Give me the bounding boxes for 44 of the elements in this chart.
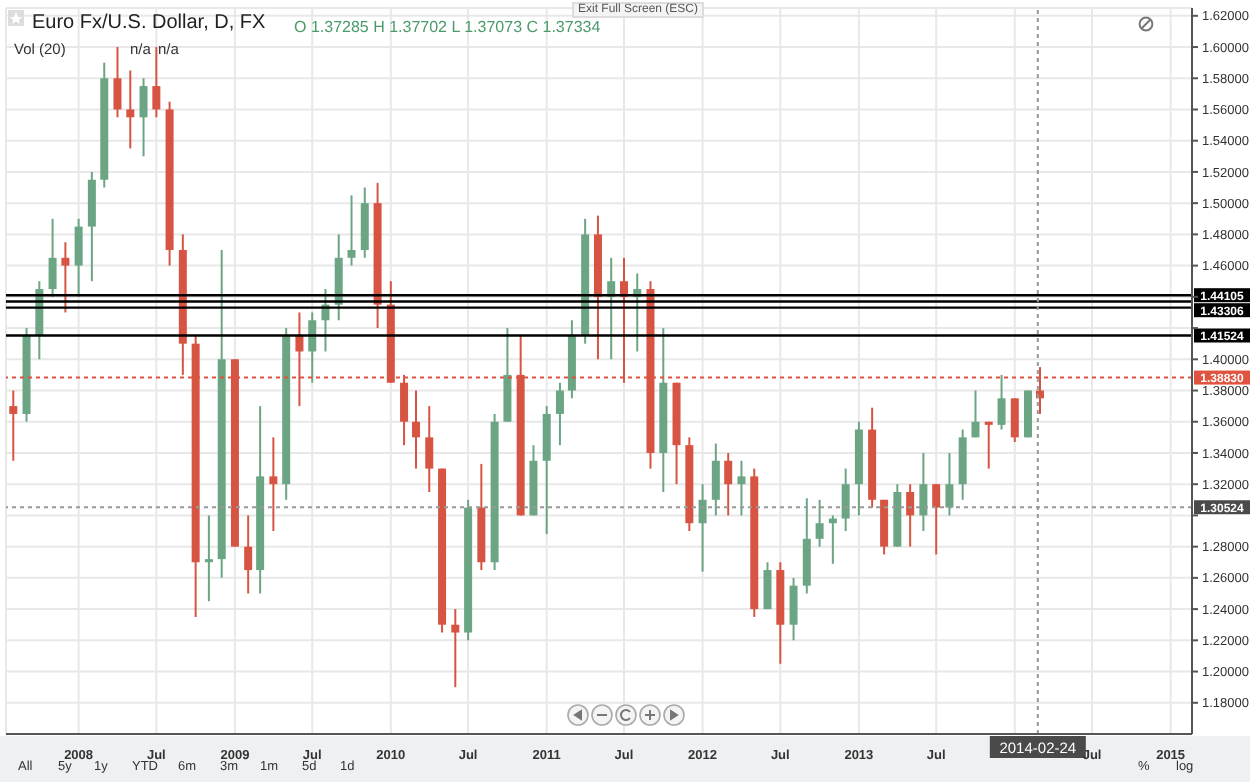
candlestick [802, 497, 811, 595]
candlestick [880, 498, 889, 556]
candlestick [61, 241, 70, 314]
candlestick [503, 327, 512, 423]
candlestick [958, 428, 967, 501]
candlestick [841, 467, 850, 533]
candlestick [451, 608, 460, 689]
candlestick [425, 405, 434, 493]
candlestick [919, 451, 928, 533]
candlestick [607, 256, 616, 361]
candlestick [139, 77, 148, 158]
candlestick [984, 420, 993, 470]
candlestick [308, 311, 317, 384]
candlestick [555, 381, 564, 447]
candlestick [204, 514, 213, 603]
candlestick [269, 436, 278, 533]
candlestick [906, 483, 915, 548]
candlestick [737, 459, 746, 517]
candlestick [815, 498, 824, 548]
candlestick [945, 451, 954, 517]
candlestick [48, 217, 57, 298]
candlestick [789, 576, 798, 642]
candlestick [244, 514, 253, 595]
candlestick [724, 451, 733, 517]
candlestick [126, 69, 135, 150]
chart-title: Euro Fx/U.S. Dollar, D, FX [32, 12, 266, 34]
candlestick [711, 442, 720, 517]
candlestick [1010, 397, 1019, 444]
candlestick [763, 561, 772, 611]
candlestick [542, 405, 551, 536]
candlestick [698, 483, 707, 573]
candlestick [74, 217, 83, 298]
candlestick [9, 389, 18, 462]
candlestick [152, 46, 161, 119]
candlestick [347, 194, 356, 267]
candlestick [334, 233, 343, 322]
candlestick [412, 389, 421, 470]
candlestick [113, 46, 122, 119]
annotation: O 1.37285 H 1.37702 L 1.37073 C 1.37334 [294, 18, 601, 36]
candlestick [971, 389, 980, 439]
candlestick [932, 483, 941, 556]
candlestick [997, 373, 1006, 431]
candlestick [87, 170, 96, 283]
candlestick [360, 186, 369, 259]
